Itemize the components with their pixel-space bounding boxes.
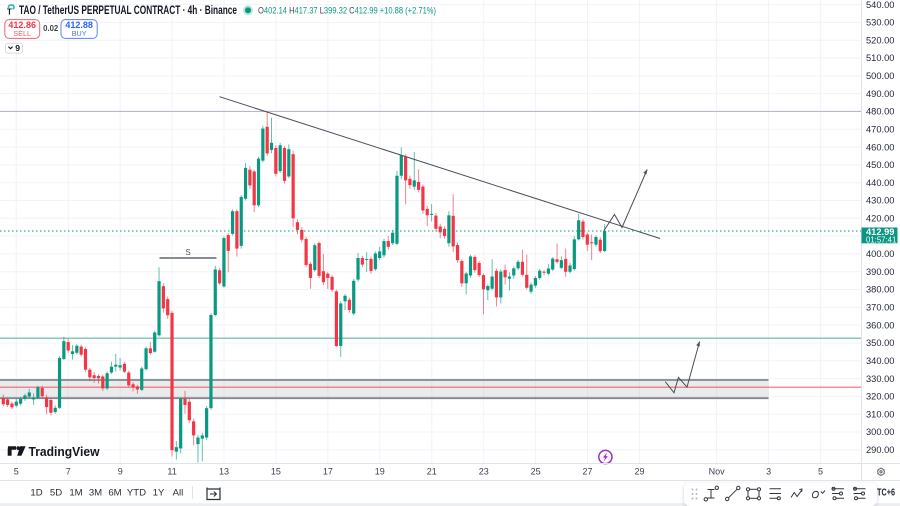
svg-text:SELL: SELL (13, 29, 31, 38)
svg-text:480.00: 480.00 (866, 107, 894, 117)
svg-text:21: 21 (427, 467, 437, 477)
svg-text:430.00: 430.00 (866, 196, 894, 206)
svg-text:1D: 1D (30, 487, 42, 498)
svg-text:390.00: 390.00 (866, 267, 894, 277)
svg-text:23: 23 (479, 467, 489, 477)
svg-text:S: S (185, 248, 190, 257)
svg-text:25: 25 (531, 467, 541, 477)
svg-text:9: 9 (15, 43, 20, 53)
svg-text:370.00: 370.00 (866, 303, 894, 313)
svg-text:BUY: BUY (72, 29, 87, 38)
svg-text:5: 5 (818, 467, 823, 477)
svg-text:19: 19 (375, 467, 385, 477)
svg-text:29: 29 (634, 467, 644, 477)
svg-text:15: 15 (271, 467, 281, 477)
svg-text:470.00: 470.00 (866, 124, 894, 134)
svg-text:TC+6: TC+6 (877, 487, 895, 498)
svg-text:310.00: 310.00 (866, 409, 894, 419)
svg-text:All: All (173, 487, 184, 498)
svg-text:360.00: 360.00 (866, 320, 894, 330)
svg-text:5: 5 (14, 467, 19, 477)
svg-text:490.00: 490.00 (866, 89, 894, 99)
svg-text:500.00: 500.00 (866, 71, 894, 81)
svg-text:T: T (7, 8, 12, 17)
svg-text:TradingView: TradingView (29, 444, 101, 459)
svg-text:01:57:41: 01:57:41 (866, 236, 896, 245)
svg-text:380.00: 380.00 (866, 285, 894, 295)
svg-text:330.00: 330.00 (866, 374, 894, 384)
svg-text:13: 13 (219, 467, 229, 477)
svg-text:YTD: YTD (127, 487, 146, 498)
svg-text:440.00: 440.00 (866, 178, 894, 188)
svg-text:412.86: 412.86 (8, 20, 36, 30)
svg-text:520.00: 520.00 (866, 35, 894, 45)
svg-text:450.00: 450.00 (866, 160, 894, 170)
svg-text:3M: 3M (89, 487, 102, 498)
svg-text:400.00: 400.00 (866, 249, 894, 259)
svg-text:1Y: 1Y (153, 487, 165, 498)
svg-text:1M: 1M (69, 487, 82, 498)
svg-text:27: 27 (582, 467, 592, 477)
svg-text:17: 17 (323, 467, 333, 477)
svg-text:340.00: 340.00 (866, 356, 894, 366)
svg-text:460.00: 460.00 (866, 142, 894, 152)
svg-text:6M: 6M (108, 487, 121, 498)
svg-text:11: 11 (167, 467, 176, 477)
svg-text:3: 3 (766, 467, 771, 477)
svg-text:530.00: 530.00 (866, 18, 894, 28)
svg-text:320.00: 320.00 (866, 392, 894, 402)
svg-text:7: 7 (66, 467, 71, 477)
svg-text:Nov: Nov (709, 467, 726, 477)
svg-text:O402.14 H417.37 L399.32 C412.9: O402.14 H417.37 L399.32 C412.99 +10.88 (… (258, 6, 436, 17)
svg-text:5D: 5D (50, 487, 62, 498)
svg-text:290.00: 290.00 (866, 445, 894, 455)
svg-text:350.00: 350.00 (866, 338, 894, 348)
svg-text:412.99: 412.99 (866, 227, 894, 237)
svg-text:510.00: 510.00 (866, 53, 894, 63)
svg-text:9: 9 (118, 467, 123, 477)
svg-text:420.00: 420.00 (866, 214, 894, 224)
svg-text:TAO / TetherUS PERPETUAL CONTR: TAO / TetherUS PERPETUAL CONTRACT · 4h ·… (19, 5, 237, 17)
svg-text:412.88: 412.88 (65, 20, 93, 30)
svg-text:540.00: 540.00 (866, 0, 894, 10)
svg-text:300.00: 300.00 (866, 427, 894, 437)
svg-text:0.02: 0.02 (43, 24, 59, 33)
